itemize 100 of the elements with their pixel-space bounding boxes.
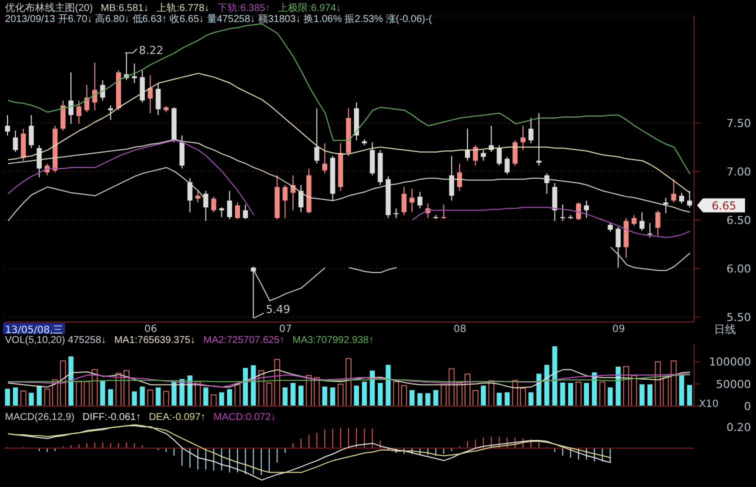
bar xyxy=(172,382,177,406)
candlestick xyxy=(36,144,42,178)
y-tick-label: 6.50 xyxy=(726,214,751,227)
candlestick xyxy=(12,130,18,152)
bar xyxy=(116,372,122,406)
candlestick xyxy=(179,134,184,170)
candlestick xyxy=(5,114,10,136)
series-label: DEA:-0.097↑ xyxy=(148,412,206,423)
text: 13/05/08,三 xyxy=(5,325,64,336)
bar xyxy=(147,390,154,406)
text: MB:6.581↓ xyxy=(100,3,149,14)
text: MACD:0.072↓ xyxy=(214,412,276,423)
bar xyxy=(68,356,74,406)
bar xyxy=(536,374,542,406)
bar xyxy=(480,386,486,406)
x-tick-label: 08 xyxy=(454,324,466,335)
bar xyxy=(592,372,597,406)
bar xyxy=(12,387,18,406)
candlestick xyxy=(211,196,216,213)
bar xyxy=(639,384,644,406)
bar xyxy=(425,393,430,406)
bar xyxy=(440,384,447,406)
chart-title: VOL(5,10,20) 475258↓ xyxy=(5,335,106,346)
bar xyxy=(290,382,296,406)
candlestick xyxy=(92,62,98,111)
bar xyxy=(647,384,652,406)
candlestick xyxy=(663,197,668,214)
bar xyxy=(338,384,344,406)
candlestick xyxy=(465,128,470,162)
candlestick xyxy=(576,202,582,220)
text: 上轨:6.778↓ xyxy=(156,3,210,14)
text: 6.65 xyxy=(712,199,736,212)
line-series xyxy=(7,138,691,213)
bar xyxy=(44,388,50,406)
bar xyxy=(528,392,534,406)
line-series xyxy=(7,373,691,388)
bar xyxy=(386,364,391,406)
bar xyxy=(409,390,414,406)
candlestick xyxy=(472,144,478,166)
line-series xyxy=(7,23,691,174)
candlestick xyxy=(632,214,637,226)
bar xyxy=(576,382,582,406)
y-tick-label: 7.50 xyxy=(726,116,751,130)
bar xyxy=(448,368,455,406)
bar xyxy=(163,390,170,406)
text: MA3:707992.938↑ xyxy=(292,335,374,346)
chart-title: MACD(26,12,9) xyxy=(5,412,74,423)
bar xyxy=(203,387,208,406)
bar xyxy=(472,390,478,406)
text: 下轨:6.385↑ xyxy=(217,3,270,14)
bar xyxy=(194,381,201,406)
candlestick xyxy=(679,192,684,204)
bar xyxy=(100,380,106,406)
candlestick xyxy=(512,140,518,166)
candlestick xyxy=(282,184,288,219)
candlestick xyxy=(616,226,621,268)
bar xyxy=(654,361,661,406)
bar xyxy=(322,386,328,406)
bar xyxy=(76,381,82,406)
candlestick xyxy=(148,74,153,114)
bar xyxy=(36,386,42,406)
candlestick xyxy=(235,202,240,220)
bar xyxy=(354,386,359,406)
candlestick xyxy=(314,108,320,164)
candlestick xyxy=(140,70,145,103)
bar xyxy=(679,375,684,406)
candlestick xyxy=(242,204,248,220)
candlestick xyxy=(449,155,454,202)
bar xyxy=(456,382,463,406)
bar xyxy=(140,386,145,406)
series-label: 上极限:6.974↓ xyxy=(278,3,342,14)
x-tick-label: 06 xyxy=(144,324,158,335)
series-label: DIFF:-0.061↑ xyxy=(82,412,141,423)
candlestick xyxy=(536,112,542,166)
bar xyxy=(282,387,288,406)
bar xyxy=(504,392,510,406)
annotation: 8.22 xyxy=(138,44,164,57)
bar xyxy=(608,387,613,406)
bar xyxy=(5,388,10,406)
bar xyxy=(378,382,383,406)
bar xyxy=(362,382,367,406)
candlestick xyxy=(76,100,82,124)
bar xyxy=(544,364,550,406)
bar xyxy=(132,391,137,406)
candlestick xyxy=(322,142,328,174)
bar xyxy=(433,390,438,406)
candlestick xyxy=(68,72,74,124)
candlestick xyxy=(639,212,644,232)
bar xyxy=(512,380,518,406)
text: MA2:725707.625↑ xyxy=(203,335,285,346)
y-tick-label: 50000 xyxy=(716,378,751,391)
candlestick xyxy=(504,156,510,175)
candlestick xyxy=(195,190,200,204)
candlestick xyxy=(28,114,34,149)
candlestick xyxy=(203,190,208,222)
candlestick xyxy=(560,204,566,222)
bar xyxy=(156,387,161,406)
bar xyxy=(346,358,352,406)
candlestick xyxy=(496,144,502,166)
bar xyxy=(599,382,606,406)
